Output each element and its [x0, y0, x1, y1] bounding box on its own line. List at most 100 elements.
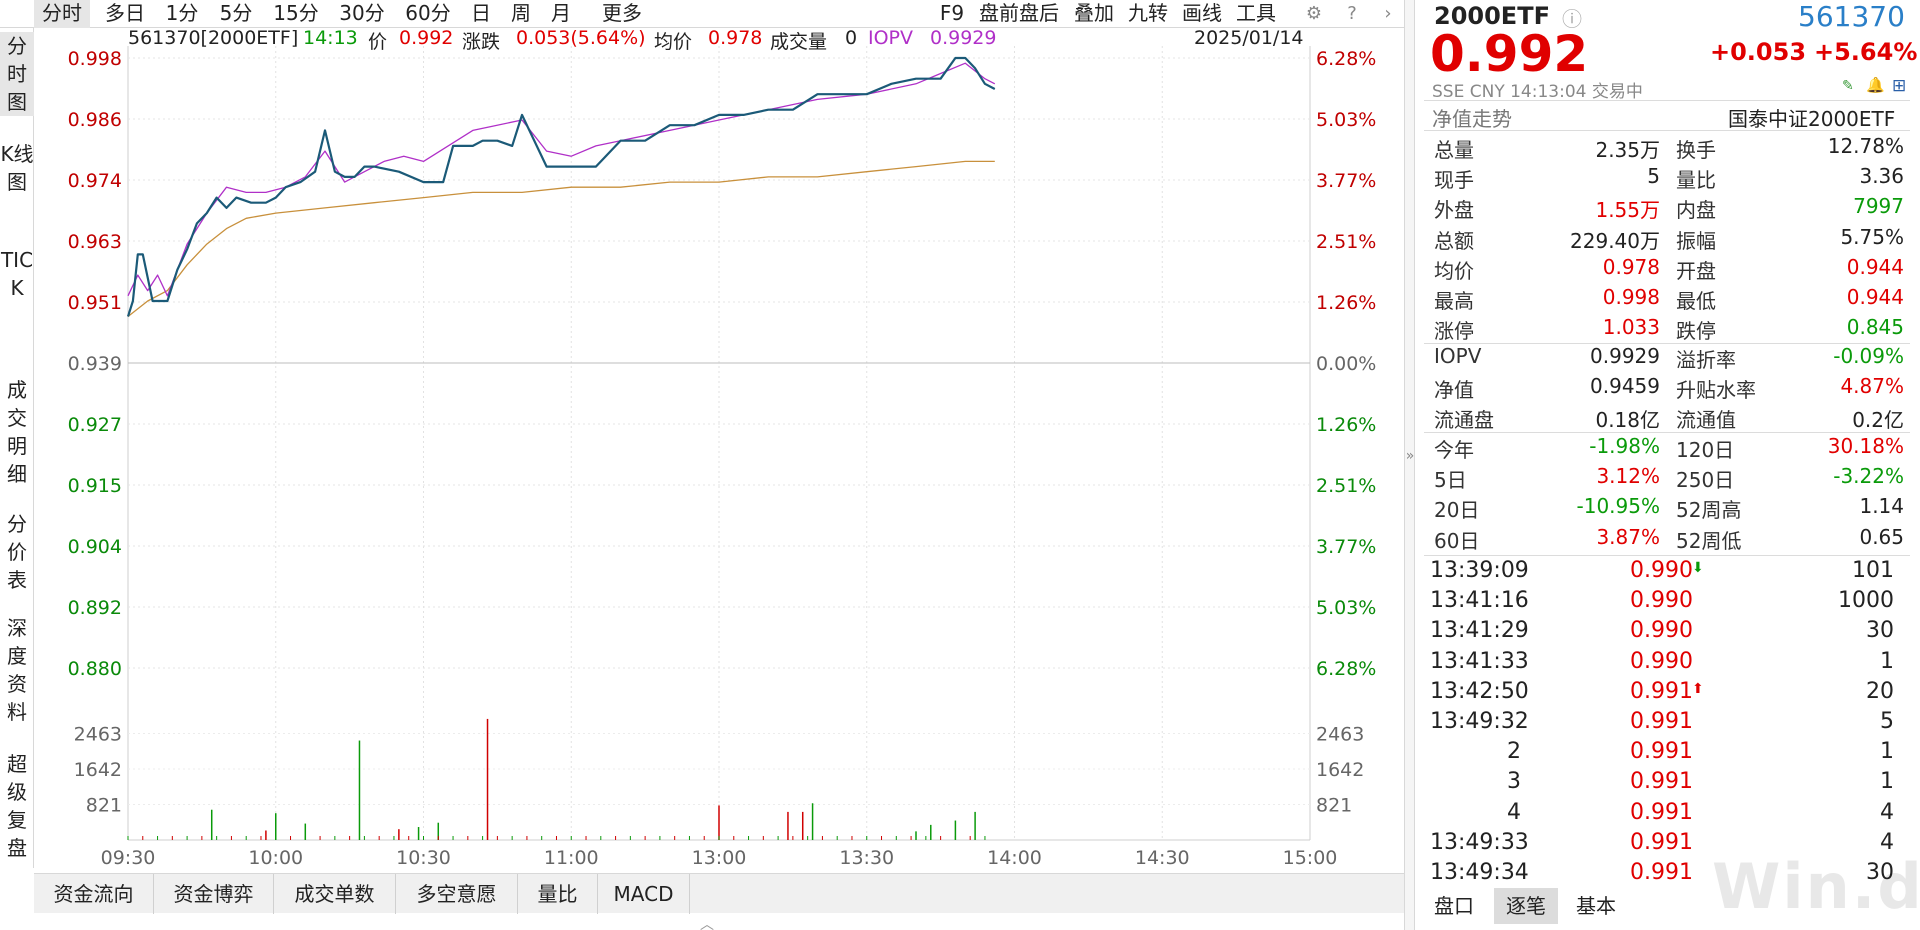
- x-tick-label: 10:30: [396, 847, 451, 869]
- volume-tick-label-left: 2463: [74, 723, 122, 745]
- tab-1min[interactable]: 1分: [165, 1, 199, 25]
- stats3-value: 3.87%: [1596, 524, 1660, 549]
- tick-price: 0.991: [1630, 829, 1693, 855]
- tab-bull-bear[interactable]: 多空意愿: [396, 874, 518, 914]
- alert-bell-icon[interactable]: 🔔: [1866, 76, 1885, 94]
- tab-60min[interactable]: 60分: [405, 1, 451, 25]
- tick-volume: 30: [1866, 618, 1894, 644]
- stats2-value: 4.87%: [1840, 374, 1904, 399]
- y-tick-label-right: 1.26%: [1316, 292, 1376, 314]
- tab-fenshi[interactable]: 分时: [34, 0, 90, 28]
- tick-volume: 1: [1880, 769, 1894, 795]
- header-vol: 0: [845, 27, 858, 49]
- vtab-fenshi[interactable]: 分时图: [0, 32, 34, 116]
- tab-day[interactable]: 日: [471, 1, 491, 25]
- chevron-right-icon[interactable]: ›: [1384, 3, 1392, 24]
- tick-volume: 5: [1880, 709, 1894, 734]
- collapse-arrow-icon[interactable]: »: [1405, 448, 1415, 464]
- x-tick-label: 13:30: [839, 847, 894, 869]
- nav-trend-link[interactable]: 净值走势: [1432, 107, 1512, 131]
- tab-15min[interactable]: 15分: [273, 1, 319, 25]
- header-date: 2025/01/14: [1194, 27, 1304, 49]
- header-price: 0.992: [399, 27, 454, 49]
- y-tick-label-right: 1.26%: [1316, 414, 1376, 436]
- tab-more[interactable]: 更多: [602, 1, 642, 25]
- tick-time: 13:49:34: [1430, 860, 1529, 885]
- stats2-value: -0.09%: [1833, 344, 1904, 368]
- tick-time: 2: [1507, 739, 1521, 765]
- vtab-depth[interactable]: 深度资料: [7, 616, 27, 724]
- draw-line-button[interactable]: 画线: [1182, 1, 1222, 25]
- stats-value: 0.944: [1846, 254, 1904, 279]
- help-icon[interactable]: ?: [1347, 3, 1357, 24]
- f9-button[interactable]: F9: [939, 1, 965, 25]
- stats-value: 0.998: [1602, 285, 1660, 309]
- add-watchlist-icon[interactable]: ⊞: [1892, 76, 1907, 96]
- indicator-tab-bar: 资金流向 资金博弈 成交单数 多空意愿 量比 MACD: [34, 873, 1404, 914]
- quote-change-pct: +5.64%: [1814, 38, 1918, 66]
- stats3-label: 52周高: [1676, 498, 1742, 523]
- tab-5min[interactable]: 5分: [219, 1, 253, 25]
- volume-tick-label-right: 1642: [1316, 759, 1364, 781]
- tick-volume: 20: [1866, 678, 1894, 704]
- stats-value: 12.78%: [1827, 134, 1904, 158]
- stats-label: 振幅: [1676, 228, 1716, 253]
- stats-label: 现手: [1434, 168, 1474, 193]
- tick-volume: 101: [1852, 558, 1894, 583]
- tab-week[interactable]: 周: [511, 1, 531, 25]
- tab-basic[interactable]: 基本: [1576, 894, 1616, 918]
- tab-capital-flow[interactable]: 资金流向: [34, 874, 154, 914]
- tab-month[interactable]: 月: [551, 1, 571, 25]
- panel-divider[interactable]: »: [1404, 0, 1414, 930]
- edit-icon[interactable]: ✎: [1842, 78, 1854, 94]
- tick-time: 13:39:09: [1430, 558, 1529, 583]
- tab-tick-by-tick[interactable]: 逐笔: [1494, 888, 1558, 924]
- vtab-trades[interactable]: 成交明细: [7, 378, 27, 486]
- tick-price: 0.991: [1630, 678, 1693, 704]
- tick-price: 0.991: [1630, 799, 1693, 825]
- tab-multiday[interactable]: 多日: [105, 1, 145, 25]
- y-tick-label-left: 0.986: [68, 109, 122, 131]
- header-change-label: 涨跌: [462, 31, 501, 53]
- tick-volume: 4: [1880, 829, 1894, 855]
- header-price-label: 价: [368, 31, 388, 53]
- stats-value: 7997: [1853, 194, 1904, 219]
- vtab-tick[interactable]: TICK: [0, 248, 34, 300]
- vtab-price-dist[interactable]: 分价表: [7, 512, 27, 592]
- stats-label: 跌停: [1676, 319, 1716, 344]
- tab-volume-ratio[interactable]: 量比: [518, 874, 598, 914]
- tab-30min[interactable]: 30分: [339, 1, 385, 25]
- tab-macd[interactable]: MACD: [598, 874, 690, 914]
- header-time: 14:13: [303, 27, 358, 49]
- vtab-kline[interactable]: K线图: [0, 142, 34, 194]
- tools-button[interactable]: 工具: [1236, 1, 1276, 25]
- td-sequential-button[interactable]: 九转: [1128, 1, 1168, 25]
- gear-icon[interactable]: ⚙: [1305, 3, 1323, 24]
- quote-subline: SSE CNY 14:13:04 交易中: [1432, 82, 1643, 102]
- stats-value: 1.55万: [1595, 198, 1660, 223]
- vtab-replay[interactable]: 超级复盘: [7, 752, 27, 860]
- y-tick-label-right: 6.28%: [1316, 658, 1376, 680]
- stats-value: 5: [1647, 164, 1660, 189]
- intraday-chart[interactable]: 0.998 6.28% 0.986 5.03% 0.974 3.77% 0.963 2.51%…: [0, 0, 1404, 873]
- tab-orderbook[interactable]: 盘口: [1434, 894, 1474, 918]
- watermark-logo: Win.d: [1712, 850, 1920, 923]
- volume-tick-label-left: 1642: [74, 759, 122, 781]
- quote-code: 561370: [1798, 0, 1905, 33]
- x-tick-label: 15:00: [1283, 847, 1338, 869]
- premarket-button[interactable]: 盘前盘后: [979, 1, 1059, 25]
- overlay-button[interactable]: 叠加: [1074, 1, 1114, 25]
- quote-price: 0.992: [1430, 25, 1589, 83]
- info-icon[interactable]: ⓘ: [1562, 7, 1582, 31]
- y-tick-label-left: 0.915: [68, 475, 122, 497]
- stats3-value: -10.95%: [1576, 494, 1660, 519]
- stats2-label: 流通盘: [1434, 408, 1494, 433]
- stats-label: 开盘: [1676, 258, 1716, 283]
- tab-capital-game[interactable]: 资金博弈: [154, 874, 274, 914]
- y-tick-label-left: 0.951: [68, 292, 122, 314]
- tab-order-count[interactable]: 成交单数: [274, 874, 396, 914]
- quote-panel: [1414, 0, 1920, 930]
- stats3-label: 60日: [1434, 528, 1480, 553]
- expand-panel-icon[interactable]: ︿: [700, 917, 714, 930]
- header-avg: 0.978: [708, 27, 763, 49]
